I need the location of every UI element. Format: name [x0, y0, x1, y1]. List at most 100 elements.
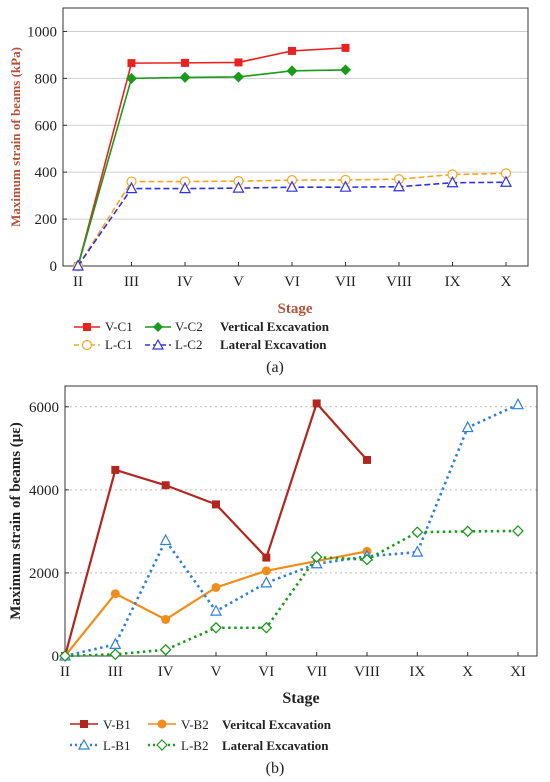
chart-b-x-tick-label: VII — [306, 664, 327, 680]
chart-a-point-v-c1 — [341, 43, 350, 52]
chart-b-point-l-b2 — [109, 648, 122, 661]
chart-b-series-l-b1 — [59, 397, 524, 661]
chart-a-point-v-c2 — [126, 72, 137, 84]
chart-a-x-tick-label: V — [233, 274, 244, 290]
legend-a-marker-1 — [153, 322, 163, 332]
legend-b-marker-0 — [80, 720, 88, 728]
chart-a-x-tick-label: IX — [445, 274, 461, 290]
chart-b-y-tick-label: 2000 — [29, 566, 59, 582]
chart-a-x-tick-label: III — [124, 274, 139, 290]
chart-b-point-v-b2 — [161, 614, 171, 624]
chart-a-point-l-c2 — [500, 175, 512, 187]
chart-b-x-tick-label: VI — [258, 664, 274, 680]
chart-b-point-v-b2 — [261, 566, 271, 576]
chart-b-point-l-b2 — [310, 551, 323, 564]
chart-a-point-l-c2 — [72, 259, 84, 271]
chart-b-point-l-b2 — [461, 525, 474, 538]
chart-a-point-v-c1 — [288, 46, 296, 55]
chart-b-y-ticks: 0 2000 4000 6000 — [29, 400, 69, 665]
chart-a-y-tick-label: 600 — [35, 118, 58, 134]
chart-b-point-l-b2 — [361, 553, 373, 566]
legend-b-marker-1 — [157, 719, 167, 729]
chart-b-x-axis-title: Stage — [282, 690, 319, 707]
chart-b-point-v-b1 — [363, 455, 371, 464]
chart-a-line-l-c2 — [77, 181, 507, 267]
chart-a-point-l-c2 — [286, 180, 298, 192]
chart-b-point-l-b2 — [260, 621, 273, 634]
legend-b-marker-2 — [77, 738, 91, 750]
legend-a-label-2: L-C1 — [105, 337, 132, 352]
chart-b-series-v-b1 — [61, 399, 371, 660]
chart-a-panel-label: (a) — [266, 359, 284, 376]
chart-b-point-l-b1 — [411, 545, 424, 557]
chart-a-point-l-c2 — [232, 181, 245, 193]
chart-b-point-l-b1 — [461, 420, 474, 433]
chart-b-x-tick-label: IV — [158, 664, 174, 680]
legend-b-item-3: L-B2 — [148, 738, 208, 753]
chart-a-y-tick-label: 1000 — [27, 24, 57, 40]
chart-a-line-l-c1 — [77, 172, 507, 267]
chart-b-series-l-b2 — [59, 525, 524, 662]
chart-a-line-v-c1 — [77, 47, 346, 267]
legend-a-group-0: Vertical Excavation — [220, 319, 330, 334]
chart-a-x-tick-label: VI — [284, 274, 300, 290]
chart-a-y-tick-label: 0 — [50, 259, 58, 275]
chart-b-grid — [65, 406, 537, 574]
chart-b-line-v-b1 — [63, 401, 368, 657]
chart-b-point-l-b1 — [159, 533, 172, 546]
chart-b-line-v-b2 — [64, 550, 368, 657]
chart-b-y-tick-label: 0 — [52, 649, 60, 665]
chart-b-series — [59, 397, 524, 662]
chart-b-point-l-b2 — [159, 643, 172, 656]
chart-a-y-tick-label: 400 — [35, 165, 58, 181]
legend-a-label-0: V-C1 — [105, 319, 133, 334]
chart-b-x-ticks: II III IV V VI VII VIII IX X XI — [60, 652, 526, 680]
chart-b-y-tick-label: 6000 — [29, 400, 59, 416]
legend-b-group-1: Lateral Excavation — [222, 738, 329, 753]
legend-a-group-1: Lateral Excavation — [220, 337, 327, 352]
chart-a-y-tick-label: 800 — [35, 71, 58, 87]
chart-a-series-v-c2 — [72, 64, 351, 272]
chart-a-x-tick-label: X — [501, 274, 512, 290]
chart-a-y-tick-label: 200 — [35, 212, 58, 228]
chart-b-x-tick-label: IX — [409, 664, 425, 680]
chart-b-line-l-b1 — [64, 403, 519, 658]
chart-b-point-v-b1 — [161, 481, 170, 490]
legend-a-item-0: V-C1 — [74, 319, 133, 334]
chart-b-point-l-b1 — [260, 576, 273, 588]
chart-b-legend: V-B1 V-B2 Veritcal Excavation L-B1 L-B2 … — [70, 717, 332, 753]
legend-a-label-3: L-C2 — [175, 337, 202, 352]
legend-b-label-2: L-B1 — [103, 738, 130, 753]
chart-b-x-tick-label: V — [211, 664, 222, 680]
chart-b-point-l-b1 — [109, 637, 122, 649]
chart-b-point-v-b2 — [211, 582, 221, 592]
chart-b-point-l-b1 — [512, 397, 524, 410]
legend-a-label-1: V-C2 — [175, 319, 203, 334]
chart-a-line-v-c2 — [77, 69, 346, 267]
chart-a-point-l-c2 — [339, 180, 352, 192]
chart-a-point-v-c2 — [233, 71, 244, 83]
legend-b-marker-3 — [156, 739, 168, 751]
chart-a-legend: V-C1 V-C2 Vertical Excavation L-C1 L-C2 … — [74, 319, 330, 352]
chart-a-y-ticks: 0 200 400 600 800 1000 — [27, 24, 67, 275]
chart-b-point-v-b1 — [262, 553, 271, 562]
chart-a-point-l-c2 — [393, 179, 405, 192]
legend-a-item-1: V-C2 — [145, 319, 203, 334]
chart-b-y-axis-title: Maximum strain of beams (με) — [8, 422, 24, 619]
legend-b-item-0: V-B1 — [70, 717, 131, 732]
legend-a-marker-2 — [81, 339, 93, 351]
legend-b-label-1: V-B2 — [181, 717, 209, 732]
chart-a-x-tick-label: VIII — [386, 274, 412, 290]
chart-a-x-tick-label: IV — [177, 274, 193, 290]
chart-b-panel-label: (b) — [266, 760, 285, 777]
chart-b-line-l-b2 — [64, 529, 519, 658]
chart-b-plot-frame — [64, 385, 538, 657]
chart-b-x-tick-label: II — [60, 664, 70, 680]
chart-a-point-v-c1 — [234, 58, 243, 67]
chart-a-series-l-c2 — [72, 175, 512, 271]
chart-a-y-axis-title: Maximum strain of beams (kPa) — [8, 47, 23, 227]
chart-a-plot-frame — [62, 7, 529, 267]
